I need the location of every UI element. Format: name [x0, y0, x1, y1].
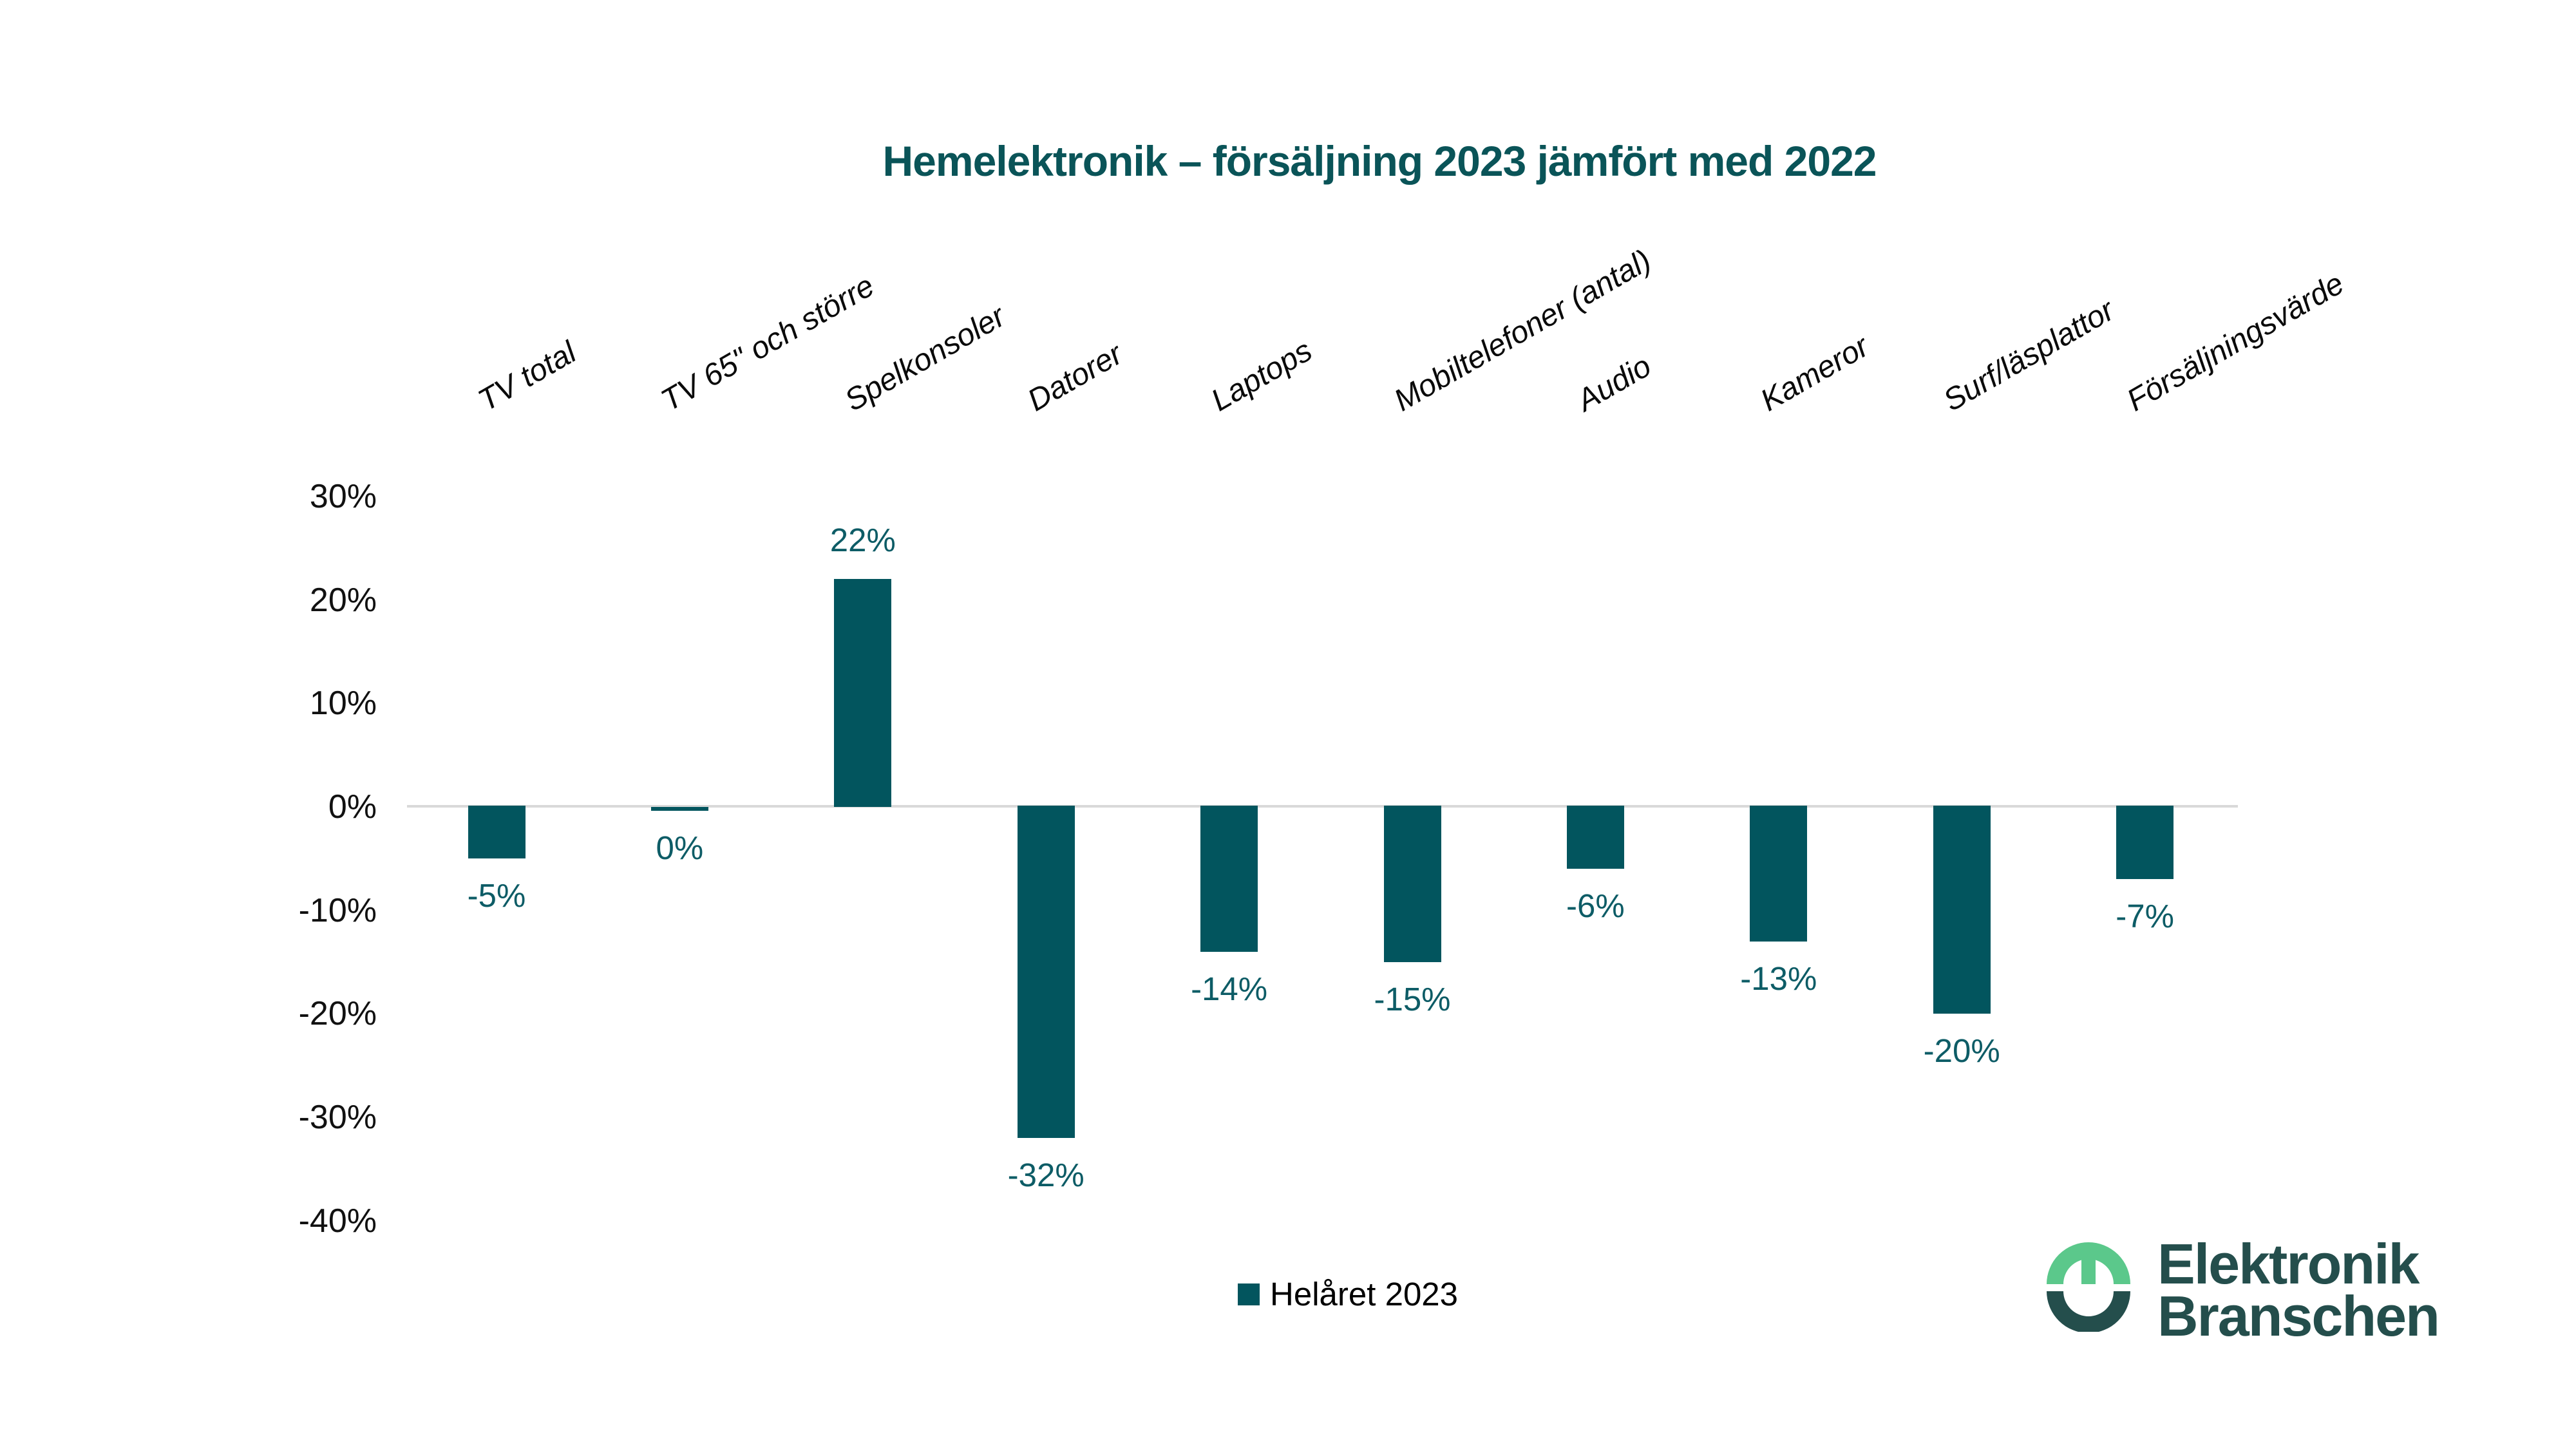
- logo-text-line2: Branschen: [2157, 1284, 2440, 1348]
- bar: [1017, 806, 1075, 1139]
- bar: [1383, 806, 1441, 963]
- y-axis-tick: 0%: [328, 788, 377, 826]
- logo-text: Elektronik Branschen: [2157, 1232, 2440, 1348]
- logo-icon: [2047, 1242, 2130, 1332]
- bar-value-label: -6%: [1566, 887, 1625, 925]
- category-label: Datorer: [1022, 337, 1129, 419]
- category-label: Audio: [1571, 348, 1658, 419]
- category-label: Försäljningsvärde: [2121, 266, 2350, 419]
- y-axis-tick: -40%: [298, 1202, 377, 1240]
- bar: [468, 806, 526, 859]
- y-axis-tick: -20%: [298, 995, 377, 1033]
- category-label: Laptops: [1205, 333, 1318, 419]
- bar-value-label: -7%: [2116, 898, 2174, 935]
- bar: [1566, 806, 1624, 869]
- bar-value-label: -20%: [1923, 1032, 2000, 1070]
- bar-value-label: -14%: [1191, 970, 1268, 1007]
- bar: [650, 807, 708, 811]
- brand-logo: Elektronik Branschen: [2044, 1236, 2440, 1345]
- chart-title: Hemelektronik – försäljning 2023 jämfört…: [882, 137, 1877, 185]
- bar-value-label: -5%: [467, 877, 526, 914]
- bar-value-label: -32%: [1007, 1157, 1084, 1194]
- bar: [834, 579, 892, 807]
- y-axis-tick: -10%: [298, 891, 377, 929]
- bar-value-label: -15%: [1374, 981, 1451, 1018]
- y-axis-tick: 10%: [309, 685, 377, 723]
- bar: [1933, 806, 1991, 1014]
- y-axis-tick: -30%: [298, 1099, 377, 1137]
- legend: Helåret 2023: [1238, 1278, 1458, 1311]
- y-axis-tick: 30%: [309, 477, 377, 515]
- bar: [1750, 806, 1808, 942]
- category-label: Spelkonsoler: [838, 299, 1011, 419]
- logo-text-line1: Elektronik: [2157, 1232, 2420, 1296]
- category-label: Surf/läsplattor: [1938, 293, 2121, 419]
- bar-value-label: 0%: [656, 829, 704, 866]
- legend-label: Helåret 2023: [1270, 1276, 1459, 1312]
- category-label: Kameror: [1754, 329, 1875, 419]
- bar: [1200, 806, 1258, 952]
- bar-value-label: -13%: [1740, 960, 1817, 997]
- legend-swatch: [1238, 1283, 1260, 1305]
- category-label: TV total: [473, 335, 582, 419]
- zero-gridline: [407, 805, 2238, 808]
- y-axis-tick: 20%: [309, 581, 377, 619]
- bar-value-label: 22%: [829, 522, 896, 559]
- bar: [2116, 806, 2174, 880]
